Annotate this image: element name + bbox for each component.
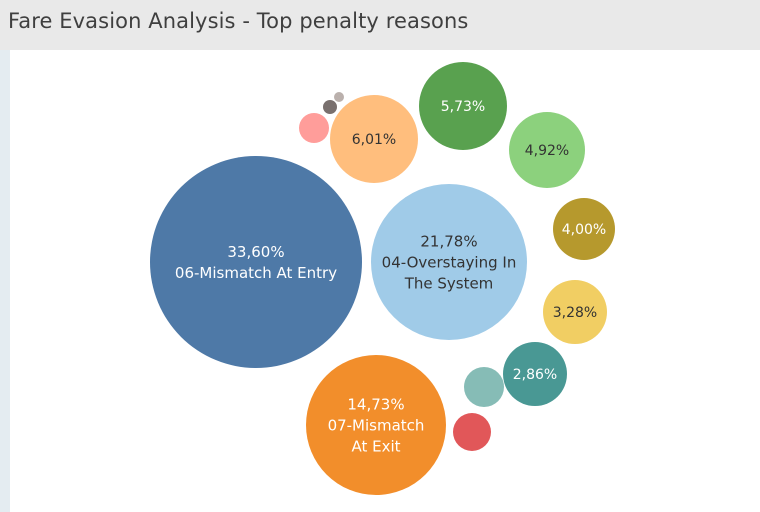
bubble-4[interactable]: 6,01%	[330, 95, 418, 183]
bubble-9[interactable]: 2,86%	[503, 342, 567, 406]
bubble-value-label-5: 5,73%	[441, 99, 485, 115]
chart-title: Fare Evasion Analysis - Top penalty reas…	[8, 9, 469, 33]
bubble-value-label-7: 4,00%	[562, 222, 606, 238]
bubble-value-label-2: 21,78%	[420, 232, 477, 250]
bubble-circle-4[interactable]	[330, 95, 418, 183]
bubble-6[interactable]: 4,92%	[509, 112, 585, 188]
bubble-circle-7[interactable]	[553, 198, 615, 260]
bubble-circle-13[interactable]	[323, 100, 337, 114]
bubble-category-label-04-overstaying-in-the-system: 04-Overstaying In The System	[382, 253, 517, 292]
bubble-12[interactable]	[299, 113, 329, 143]
bubble-value-label-1: 33,60%	[227, 243, 284, 261]
bubble-2[interactable]: 21,78% 04-Overstaying In The System	[371, 184, 527, 340]
bubble-value-label-9: 2,86%	[513, 367, 557, 383]
bubble-circle-9[interactable]	[503, 342, 567, 406]
bubble-1[interactable]: 33,60% 06-Mismatch At Entry	[150, 156, 362, 368]
bubble-circle-12[interactable]	[299, 113, 329, 143]
bubble-8[interactable]: 3,28%	[543, 280, 607, 344]
bubble-value-label-4: 6,01%	[352, 132, 396, 148]
bubble-circle-2[interactable]	[371, 184, 527, 340]
bubble-circle-1[interactable]	[150, 156, 362, 368]
bubble-3[interactable]: 14,73% 07-Mismatch At Exit	[306, 355, 446, 495]
bubble-circle-5[interactable]	[419, 62, 507, 150]
title-bar: Fare Evasion Analysis - Top penalty reas…	[0, 0, 760, 48]
bubble-value-label-6: 4,92%	[525, 143, 569, 159]
bubble-circle-14[interactable]	[334, 92, 344, 102]
bubble-circle-10[interactable]	[464, 367, 504, 407]
bubble-10[interactable]	[464, 367, 504, 407]
bubble-circle-8[interactable]	[543, 280, 607, 344]
bubble-5[interactable]: 5,73%	[419, 62, 507, 150]
bubble-category-label-06-mismatch-at-entry: 06-Mismatch At Entry	[175, 264, 337, 282]
bubble-circle-3[interactable]	[306, 355, 446, 495]
bubble-circle-6[interactable]	[509, 112, 585, 188]
bubble-circle-11[interactable]	[453, 413, 491, 451]
bubble-value-label-3: 14,73%	[347, 395, 404, 413]
bubble-value-label-8: 3,28%	[553, 305, 597, 321]
bubble-13[interactable]	[323, 100, 337, 114]
bubble-11[interactable]	[453, 413, 491, 451]
bubble-category-label-07-mismatch-at-exit: 07-Mismatch At Exit	[328, 416, 425, 455]
bubble-14[interactable]	[334, 92, 344, 102]
bubble-7[interactable]: 4,00%	[553, 198, 615, 260]
left-edge	[0, 50, 10, 512]
